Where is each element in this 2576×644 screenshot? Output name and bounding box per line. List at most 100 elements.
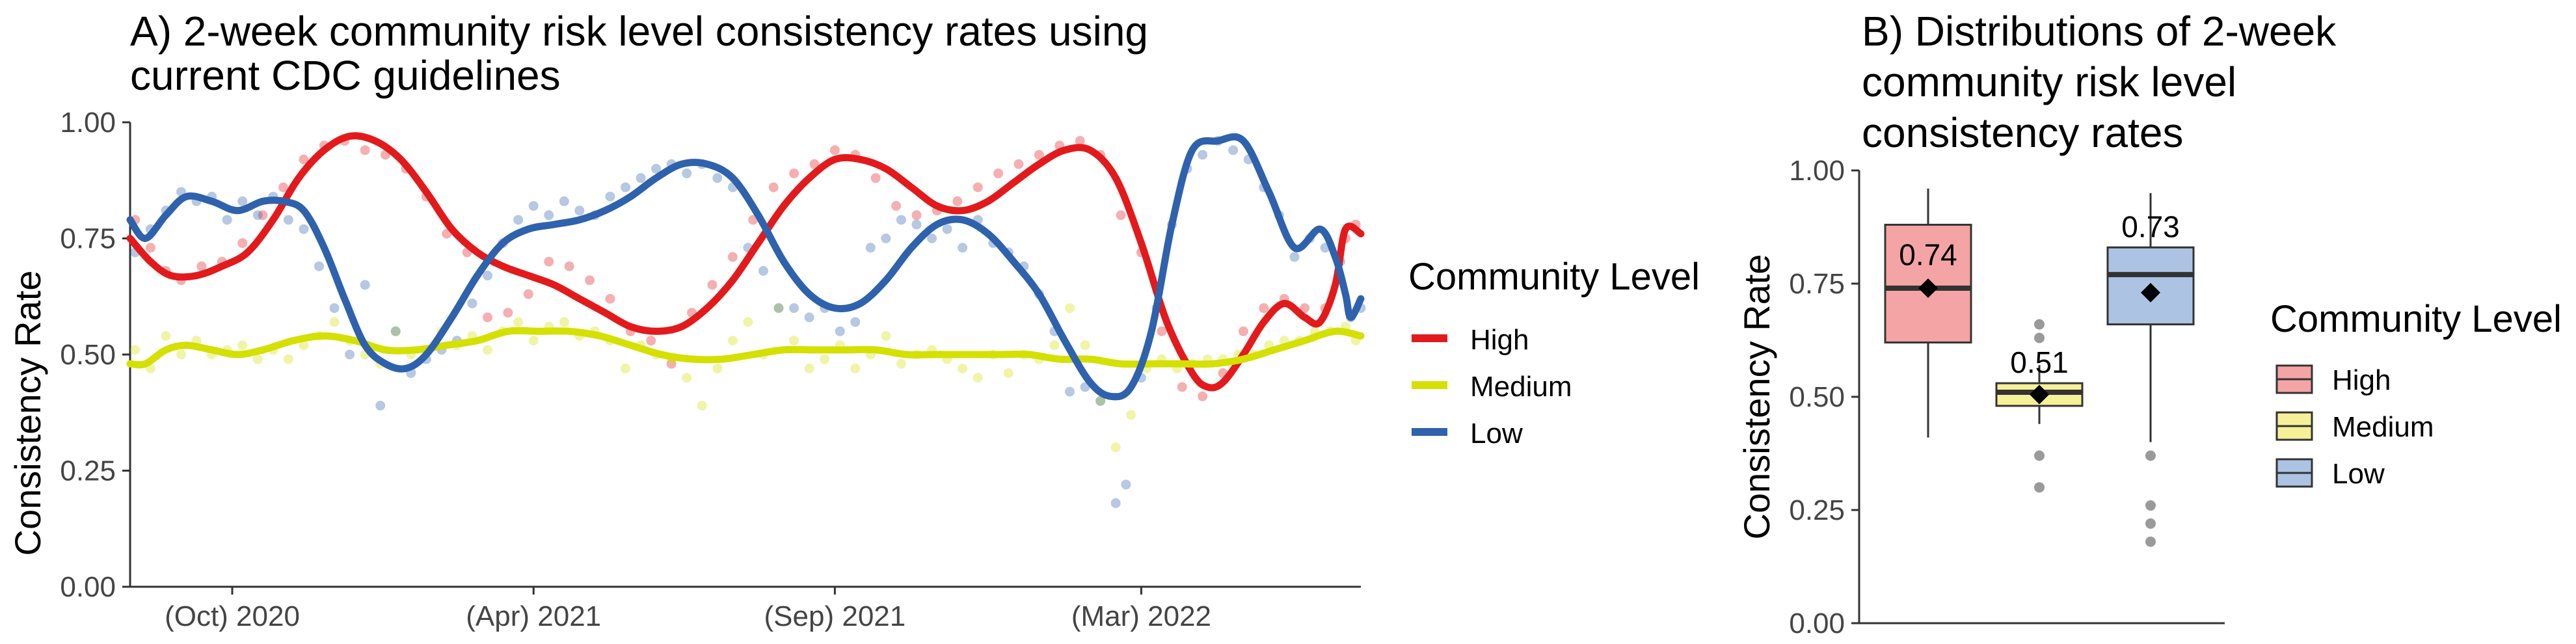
panel-b-legend: Community Level High Medium Low	[2270, 298, 2562, 490]
panel-a-point-low	[896, 215, 906, 225]
panel-a-point-low	[375, 401, 386, 411]
panel-a-point-low	[789, 303, 799, 314]
panel-a-point-high	[1259, 303, 1269, 314]
panel-a-point-high	[829, 145, 840, 155]
panel-a-point-medium	[513, 317, 524, 327]
panel-a-point-medium	[743, 317, 753, 327]
panel-a-title-line-1: A) 2-week community risk level consisten…	[130, 8, 1148, 55]
panel-a-point-low	[390, 326, 401, 336]
panel-a-point-low	[850, 317, 861, 327]
panel-a-point-medium	[820, 354, 830, 364]
panel-a-point-medium	[804, 363, 814, 373]
panel-a-point-medium	[958, 363, 968, 373]
panel-a-y-axis: 0.00 0.25 0.50 0.75 1.00	[60, 107, 130, 603]
panel-a-y-tick-label: 1.00	[60, 107, 116, 139]
panel-a-point-high	[952, 196, 963, 206]
panel-b-legend-title: Community Level	[2270, 298, 2562, 340]
panel-a-point-medium	[1065, 303, 1075, 314]
panel-a-point-high	[993, 168, 1004, 179]
panel-a-point-low	[237, 196, 248, 206]
panel-a-point-medium	[789, 336, 799, 346]
panel-a-point-high	[1116, 210, 1126, 221]
panel-a-point-medium	[896, 358, 906, 369]
panel-a-y-tick-label: 0.25	[60, 455, 116, 487]
panel-b-y-axis-title: Consistency Rate	[1736, 254, 1777, 540]
panel-a-point-high	[585, 275, 595, 286]
panel-a-point-medium	[727, 336, 738, 346]
panel-a-point-high	[809, 159, 820, 169]
panel-a-point-high	[523, 289, 533, 299]
panel-a-point-high	[605, 293, 615, 304]
panel-b-outlier	[2145, 500, 2156, 511]
panel-a-title-line-2: current CDC guidelines	[130, 52, 561, 99]
panel-a-point-medium	[252, 354, 263, 364]
panel-a-y-tick-label: 0.00	[60, 571, 116, 603]
panel-a-point-low	[283, 215, 293, 225]
panel-a-point-low	[636, 173, 646, 183]
panel-a-point-low	[865, 243, 876, 253]
panel-a-point-high	[360, 145, 370, 155]
panel-a-point-medium	[712, 363, 723, 373]
panel-a-point-low	[559, 196, 569, 206]
panel-a-point-low	[1121, 479, 1131, 490]
panel-b-mean-marker	[1918, 278, 1938, 298]
panel-b-outlier	[2145, 536, 2156, 547]
panel-a-lines	[126, 132, 1365, 401]
panel-a-point-high	[1238, 326, 1248, 336]
panel-a-point-medium	[621, 363, 631, 373]
panel-a-point-medium	[329, 317, 340, 327]
panel-a-point-low	[958, 243, 968, 253]
panel-a-point-high	[646, 336, 656, 346]
panel-a-point-high	[544, 256, 554, 267]
panel-a-point-medium	[773, 303, 784, 314]
panel-a-y-tick-label: 0.75	[60, 223, 116, 255]
panel-a-legend-title: Community Level	[1408, 256, 1700, 298]
panel-b-boxes: 0.74 0.51 0.73	[1884, 188, 2195, 547]
panel-b-y-tick-label: 0.50	[1789, 381, 1845, 413]
panel-a-point-high	[891, 201, 902, 211]
panel-a-point-medium	[161, 330, 171, 341]
panel-a-point-medium	[1049, 340, 1060, 351]
panel-a-line-high	[126, 132, 1365, 392]
panel-a-point-low	[299, 224, 309, 234]
panel-a-point-medium	[1110, 442, 1121, 453]
panel-a-x-tick-label: (Oct) 2020	[165, 600, 300, 632]
panel-a-point-high	[768, 182, 779, 193]
panel-a-point-low	[467, 298, 477, 308]
panel-a-point-low	[758, 265, 768, 276]
panel-b-y-tick-label: 0.75	[1789, 268, 1845, 300]
panel-a-point-high	[1034, 150, 1044, 160]
panel-a-point-medium	[1003, 368, 1013, 379]
panel-a-legend-low-label: Low	[1470, 418, 1523, 449]
panel-a-point-high	[145, 243, 155, 253]
panel-a-point-low	[1289, 252, 1300, 262]
panel-a-point-medium	[1095, 396, 1106, 406]
panel-a-point-high	[1075, 136, 1085, 146]
panel-a-point-low	[682, 168, 692, 179]
panel-a-point-low	[651, 163, 662, 174]
panel-a-point-high	[727, 252, 738, 262]
panel-a-point-low	[927, 234, 937, 243]
panel-a-point-low	[1198, 150, 1208, 160]
panel-a-point-medium	[390, 326, 401, 336]
panel-a-point-high	[237, 238, 248, 248]
panel-a-point-low	[222, 215, 232, 225]
panel-b-mean-marker	[2030, 384, 2049, 405]
panel-a-point-low	[804, 312, 814, 323]
panel-a-point-medium	[130, 345, 141, 355]
panel-a-point-medium	[697, 401, 707, 411]
panel-b-outlier	[2034, 450, 2045, 461]
panel-a-point-low	[329, 303, 340, 314]
panel-a-point-medium	[237, 340, 248, 351]
panel-a-legend: Community Level High Medium Low	[1408, 256, 1700, 449]
panel-a-point-medium	[559, 317, 569, 327]
panel-a-point-medium	[881, 330, 891, 341]
panel-a-legend-medium-label: Medium	[1470, 371, 1572, 403]
panel-a-point-high	[503, 308, 513, 318]
panel-a-line-low	[126, 133, 1365, 401]
panel-a-point-medium	[176, 349, 187, 360]
panel-a-point-low	[773, 303, 784, 314]
panel-b-outlier	[2145, 450, 2156, 461]
panel-b-legend-medium-label: Medium	[2332, 411, 2434, 443]
panel-a-point-high	[1177, 382, 1187, 392]
